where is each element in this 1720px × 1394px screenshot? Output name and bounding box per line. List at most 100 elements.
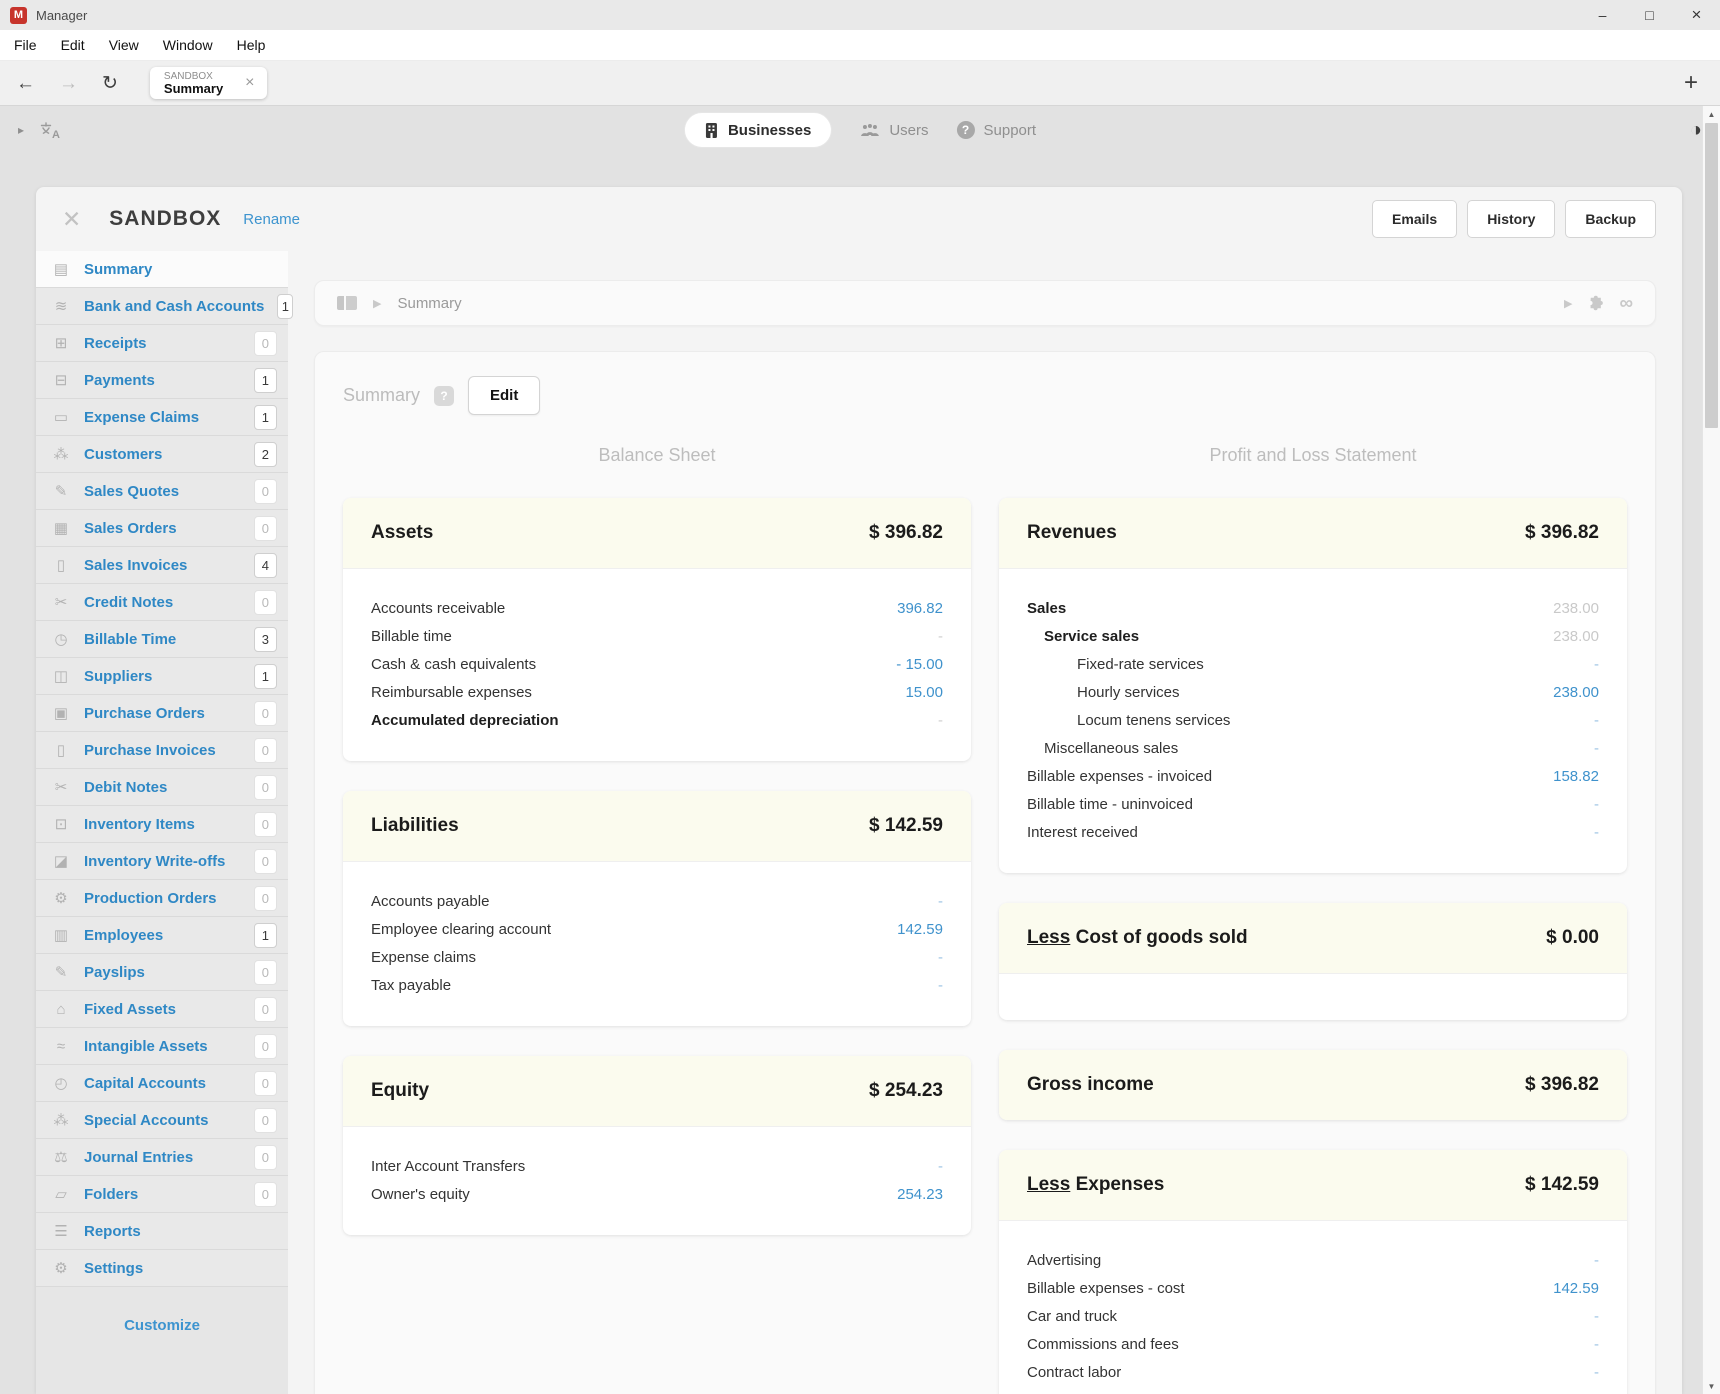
account-value[interactable]: 254.23 — [897, 1181, 943, 1209]
customize-link[interactable]: Customize — [36, 1287, 288, 1364]
extensions-puzzle-icon[interactable] — [1586, 294, 1605, 313]
card-total: $ 0.00 — [1546, 927, 1599, 949]
menu-bar: File Edit View Window Help — [0, 30, 1720, 61]
back-icon[interactable]: ← — [16, 74, 35, 93]
account-label: Locum tenens services — [1027, 707, 1230, 735]
title-bar: M Manager – □ × — [0, 0, 1720, 30]
sales-orders-icon: ▦ — [51, 519, 71, 537]
profit-loss-title: Profit and Loss Statement — [999, 445, 1627, 466]
edit-button[interactable]: Edit — [468, 376, 540, 415]
scrollbar-thumb[interactable] — [1705, 123, 1718, 428]
account-value[interactable]: 142.59 — [1553, 1275, 1599, 1303]
account-label: Accounts receivable — [371, 595, 505, 623]
vertical-scrollbar[interactable]: ▲ ▼ — [1702, 106, 1720, 1394]
window-controls: – □ × — [1579, 0, 1720, 30]
account-value[interactable]: 238.00 — [1553, 679, 1599, 707]
close-icon[interactable]: × — [1673, 0, 1720, 30]
account-card-cost-of-goods-sold: Less Cost of goods sold$ 0.00 — [999, 903, 1627, 1020]
account-label: Accounts payable — [371, 888, 489, 916]
expand-caret-icon[interactable]: ▸ — [18, 123, 24, 137]
account-value[interactable]: 396.82 — [897, 595, 943, 623]
account-value[interactable]: 15.00 — [905, 679, 943, 707]
sidebar-item-reports[interactable]: ☰Reports — [36, 1213, 288, 1250]
count-badge: 0 — [254, 1034, 277, 1059]
account-value[interactable]: - 15.00 — [896, 651, 943, 679]
account-row-accounts-payable: Accounts payable- — [371, 888, 943, 916]
menu-item-view[interactable]: View — [109, 37, 139, 53]
card-header: Equity$ 254.23 — [343, 1056, 971, 1126]
forward-icon[interactable]: → — [59, 74, 78, 93]
maximize-icon[interactable]: □ — [1626, 0, 1673, 30]
account-value[interactable]: 158.82 — [1553, 763, 1599, 791]
sidebar-item-summary[interactable]: ▤Summary — [36, 251, 288, 288]
translate-icon[interactable]: A — [40, 122, 62, 139]
menu-item-edit[interactable]: Edit — [61, 37, 85, 53]
count-badge: 0 — [254, 516, 277, 541]
contrast-toggle-icon[interactable]: ◑ — [1690, 120, 1702, 140]
account-label: Owner's equity — [371, 1181, 470, 1209]
count-badge: 1 — [254, 405, 277, 430]
tab-sandbox-summary[interactable]: SANDBOX Summary × — [150, 67, 267, 99]
count-badge: 4 — [254, 553, 277, 578]
backup-button[interactable]: Backup — [1565, 200, 1656, 238]
reload-icon[interactable]: ↻ — [102, 74, 118, 93]
tab-business-name: SANDBOX — [164, 71, 223, 82]
users-button[interactable]: Users — [860, 122, 928, 139]
help-icon[interactable]: ? — [434, 386, 454, 406]
close-business-icon[interactable]: ✕ — [62, 208, 81, 231]
sidebar-item-label: Debit Notes — [84, 779, 167, 796]
play-icon[interactable]: ▶ — [1564, 297, 1572, 310]
menu-item-window[interactable]: Window — [163, 37, 213, 53]
account-row-contract-labor: Contract labor- — [1027, 1359, 1599, 1387]
minimize-icon[interactable]: – — [1579, 0, 1626, 30]
menu-item-file[interactable]: File — [14, 37, 37, 53]
tab-close-icon[interactable]: × — [245, 75, 254, 91]
scroll-up-icon[interactable]: ▲ — [1703, 106, 1720, 122]
rename-link[interactable]: Rename — [243, 211, 300, 228]
businesses-button[interactable]: Businesses — [684, 112, 832, 148]
menu-item-help[interactable]: Help — [237, 37, 266, 53]
account-value[interactable]: 142.59 — [897, 916, 943, 944]
link-icon[interactable]: ∞ — [1619, 294, 1633, 313]
account-label: Contract labor — [1027, 1359, 1121, 1387]
new-tab-icon[interactable]: + — [1684, 71, 1698, 95]
sidebar-item-settings[interactable]: ⚙Settings — [36, 1250, 288, 1287]
support-button[interactable]: ? Support — [957, 121, 1037, 139]
sidebar-item-label: Purchase Orders — [84, 705, 205, 722]
less-prefix: Less — [1027, 927, 1070, 948]
emails-button[interactable]: Emails — [1372, 200, 1457, 238]
history-button[interactable]: History — [1467, 200, 1555, 238]
sidebar-layout-icon[interactable] — [337, 296, 357, 310]
account-value: - — [1594, 1303, 1599, 1331]
account-row-depletion: Depletion- — [1027, 1387, 1599, 1394]
